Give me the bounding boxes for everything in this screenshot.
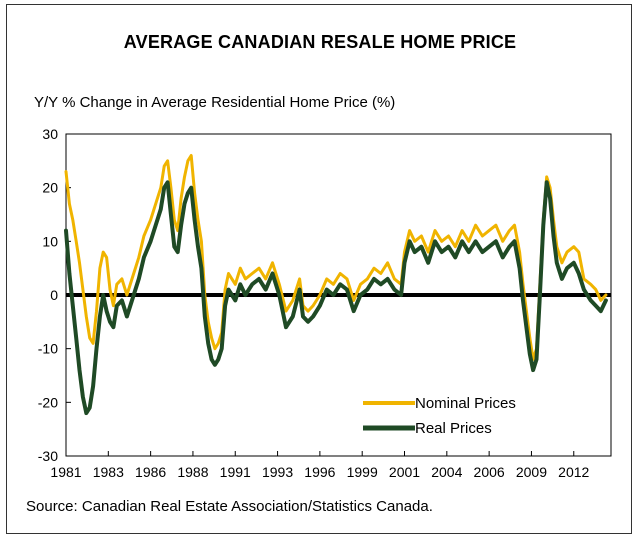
legend: Nominal Prices Real Prices [363, 395, 516, 437]
y-tick-label: 20 [42, 180, 58, 196]
chart-title: AVERAGE CANADIAN RESALE HOME PRICE [123, 32, 517, 52]
x-tick-label: 1983 [93, 464, 124, 480]
series-line-real [64, 180, 608, 416]
x-tick-label: 1988 [177, 464, 208, 480]
x-tick-label: 1999 [347, 464, 378, 480]
x-tick-label: 1991 [220, 464, 251, 480]
y-tick-label: -10 [38, 341, 58, 357]
x-axis: 1981 1983 1986 1988 1991 1993 1996 1999 2001 2004… [50, 451, 590, 480]
x-tick-label: 1986 [135, 464, 166, 480]
y-tick-label: 10 [42, 233, 58, 249]
y-tick-label: -20 [38, 394, 58, 410]
x-tick-label: 2006 [474, 464, 505, 480]
y-axis-label: Y/Y % Change in Average Residential Home… [34, 94, 396, 111]
legend-label-real: Real Prices [415, 420, 492, 437]
source-note: Source: Canadian Real Estate Association… [26, 498, 433, 515]
legend-label-nominal: Nominal Prices [415, 395, 516, 412]
series-group [64, 154, 608, 416]
x-tick-label: 1981 [50, 464, 81, 480]
y-tick-label: -30 [38, 448, 58, 464]
x-tick-label: 2012 [558, 464, 589, 480]
x-tick-label: 1996 [304, 464, 335, 480]
y-tick-label: 0 [50, 287, 58, 303]
series-line-nominal [64, 154, 608, 361]
x-tick-label: 2009 [516, 464, 547, 480]
y-tick-label: 30 [42, 126, 58, 142]
y-axis: 30 20 10 0 -10 -20 -30 [38, 126, 71, 464]
x-tick-label: 2001 [389, 464, 420, 480]
x-tick-label: 2004 [431, 464, 462, 480]
chart-frame [6, 4, 632, 534]
x-tick-label: 1993 [262, 464, 293, 480]
